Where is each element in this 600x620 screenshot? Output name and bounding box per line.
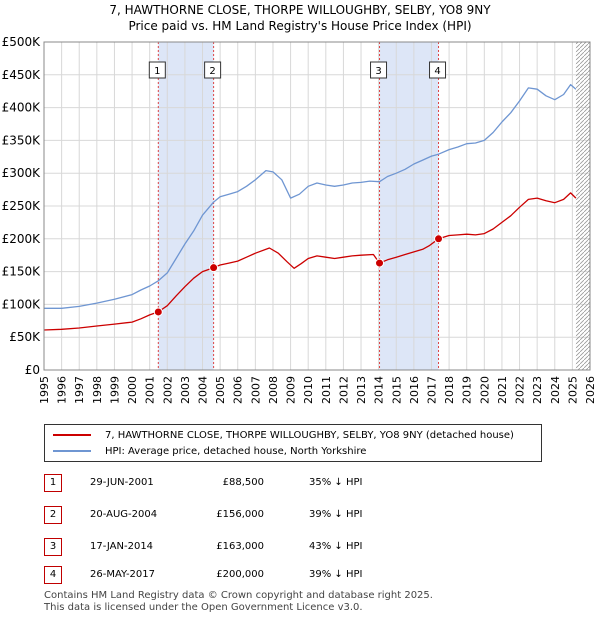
x-tick-label: 2000 xyxy=(126,376,139,404)
y-tick-label: £0 xyxy=(25,363,40,377)
sale-price: £156,000 xyxy=(216,509,264,520)
chart-title: 7, HAWTHORNE CLOSE, THORPE WILLOUGHBY, S… xyxy=(109,3,491,17)
sale-date: 17-JAN-2014 xyxy=(90,541,154,552)
x-tick-label: 2012 xyxy=(337,376,350,404)
sale-flag-label: 1 xyxy=(154,66,160,77)
sale-hpi-diff: 39% ↓ HPI xyxy=(309,569,363,580)
sale-price: £200,000 xyxy=(216,569,264,580)
y-tick-label: £100K xyxy=(2,297,42,311)
x-tick-label: 2009 xyxy=(285,376,298,404)
sale-date: 26-MAY-2017 xyxy=(90,569,156,580)
x-tick-label: 2023 xyxy=(531,376,544,404)
sale-marker xyxy=(434,234,444,244)
sale-marker xyxy=(153,307,163,317)
x-tick-label: 2020 xyxy=(478,376,491,404)
sale-flag-label: 3 xyxy=(375,66,381,77)
sale-marker xyxy=(375,258,385,268)
x-tick-label: 2007 xyxy=(249,376,262,404)
future-hatch xyxy=(575,42,590,370)
y-tick-label: £500K xyxy=(2,35,42,49)
y-tick-label: £200K xyxy=(2,232,42,246)
price-chart: 1 2 3 4 1995 1996 1997 1998 1999 2000 2001 2002 200… xyxy=(2,35,597,404)
sale-badge: 2 xyxy=(44,506,62,524)
x-tick-label: 1997 xyxy=(73,376,86,404)
x-tick-label: 2004 xyxy=(197,376,210,404)
x-tick-label: 2002 xyxy=(161,376,174,404)
sale-badge: 3 xyxy=(44,538,62,556)
y-tick-label: £50K xyxy=(9,330,41,344)
x-tick-label: 1999 xyxy=(108,376,121,404)
sale-date: 29-JUN-2001 xyxy=(90,477,154,488)
x-tick-label: 2014 xyxy=(373,376,386,404)
y-tick-label: £300K xyxy=(2,166,42,180)
x-tick-label: 1996 xyxy=(56,376,69,404)
x-tick-label: 2021 xyxy=(496,376,509,404)
x-tick-label: 2010 xyxy=(302,376,315,404)
legend-label-hpi: HPI: Average price, detached house, Nort… xyxy=(105,445,367,457)
x-tick-label: 1995 xyxy=(38,376,51,404)
chart-title-block: 7, HAWTHORNE CLOSE, THORPE WILLOUGHBY, S… xyxy=(0,2,600,34)
hpi-line xyxy=(44,83,577,309)
x-tick-label: 2016 xyxy=(408,376,421,404)
sale-hpi-diff: 43% ↓ HPI xyxy=(309,541,363,552)
sale-flag-box xyxy=(148,61,166,79)
y-tick-label: £350K xyxy=(2,133,42,147)
sale-flag-box xyxy=(204,61,222,79)
footer: Contains HM Land Registry data © Crown c… xyxy=(44,590,433,614)
footer-line-2: This data is licensed under the Open Gov… xyxy=(44,602,363,613)
x-tick-label: 2001 xyxy=(144,376,157,404)
property-price-line xyxy=(43,192,577,331)
y-tick-label: £150K xyxy=(2,265,42,279)
sale-marker xyxy=(209,263,219,273)
x-tick-label: 2015 xyxy=(390,376,403,404)
x-tick-label: 2013 xyxy=(355,376,368,404)
sale-hpi-diff: 35% ↓ HPI xyxy=(309,477,363,488)
legend-label-property: 7, HAWTHORNE CLOSE, THORPE WILLOUGHBY, S… xyxy=(105,429,514,441)
chart-subtitle: Price paid vs. HM Land Registry's House … xyxy=(128,19,472,33)
footer-line-1: Contains HM Land Registry data © Crown c… xyxy=(44,590,433,601)
sale-price: £88,500 xyxy=(222,477,264,488)
sale-flag-box xyxy=(370,61,388,79)
x-tick-label: 2006 xyxy=(232,376,245,404)
x-tick-label: 1998 xyxy=(91,376,104,404)
sale-price: £163,000 xyxy=(216,541,264,552)
x-tick-label: 2024 xyxy=(549,376,562,404)
legend-item-hpi: HPI: Average price, detached house, Nort… xyxy=(53,444,366,458)
x-tick-label: 2008 xyxy=(267,376,280,404)
sale-badge: 1 xyxy=(44,474,62,492)
legend-item-property: 7, HAWTHORNE CLOSE, THORPE WILLOUGHBY, S… xyxy=(53,428,514,442)
y-tick-label: £450K xyxy=(2,68,42,82)
sale-flag-box xyxy=(429,61,447,79)
y-tick-label: £400K xyxy=(2,101,42,115)
x-tick-label: 2011 xyxy=(320,376,333,404)
sale-date: 20-AUG-2004 xyxy=(90,509,158,520)
x-tick-label: 2005 xyxy=(214,376,227,404)
plot-border xyxy=(43,41,591,371)
x-tick-label: 2026 xyxy=(584,376,597,404)
x-tick-label: 2019 xyxy=(461,376,474,404)
sale-flag-label: 2 xyxy=(209,66,215,77)
x-tick-label: 2003 xyxy=(179,376,192,404)
x-tick-label: 2022 xyxy=(514,376,527,404)
legend: 7, HAWTHORNE CLOSE, THORPE WILLOUGHBY, S… xyxy=(44,424,542,462)
x-tick-label: 2018 xyxy=(443,376,456,404)
sale-hpi-diff: 39% ↓ HPI xyxy=(309,509,363,520)
sale-badge: 4 xyxy=(44,566,62,584)
legend-swatch-hpi xyxy=(53,450,91,452)
y-tick-label: £250K xyxy=(2,199,42,213)
x-tick-label: 2017 xyxy=(425,376,438,404)
sale-flag-label: 4 xyxy=(434,66,440,77)
legend-swatch-property xyxy=(53,434,91,436)
x-tick-label: 2025 xyxy=(566,376,579,404)
